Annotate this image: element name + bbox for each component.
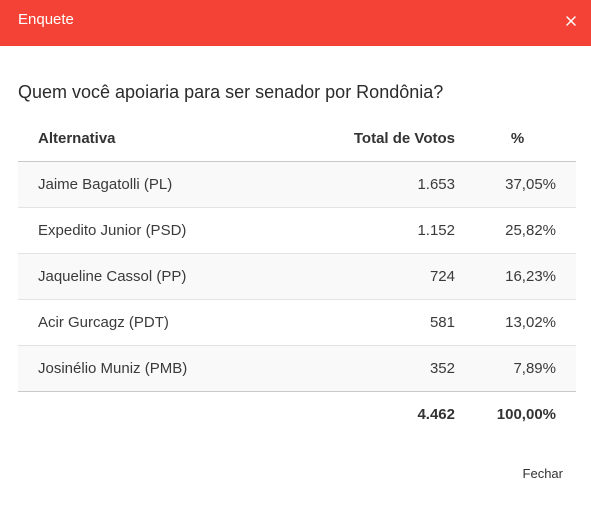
vote-percent: 7,89% [513,360,556,377]
candidate-name: Jaqueline Cassol (PP) [38,268,187,285]
vote-count: 352 [429,360,455,377]
candidate-name: Josinélio Muniz (PMB) [38,360,188,377]
candidate-name: Expedito Junior (PSD) [38,222,187,239]
table-row: Acir Gurcagz (PDT) 581 13,02% [18,300,576,346]
table-header: Alternativa Total de Votos % [18,116,576,162]
table-row: Jaqueline Cassol (PP) 724 16,23% [18,254,576,300]
table-row: Josinélio Muniz (PMB) 352 7,89% [18,346,576,392]
total-percent: 100,00% [496,406,556,423]
vote-percent: 37,05% [505,176,556,193]
table-total-row: 4.462 100,00% [18,392,576,437]
candidate-name: Jaime Bagatolli (PL) [38,176,173,193]
table-row: Jaime Bagatolli (PL) 1.653 37,05% [18,162,576,208]
column-alternative: Alternativa [38,130,116,147]
vote-count: 1.653 [417,176,455,193]
vote-percent: 16,23% [505,268,556,285]
column-percent: % [510,130,525,147]
close-button[interactable]: Fechar [522,466,563,481]
vote-count: 581 [429,314,455,331]
candidate-name: Acir Gurcagz (PDT) [38,314,169,331]
dialog-header: Enquete [0,0,591,46]
column-votes: Total de Votos [353,130,455,147]
poll-question: Quem você apoiaria para ser senador por … [18,82,444,102]
total-votes: 4.462 [417,406,455,423]
vote-percent: 13,02% [505,314,556,331]
vote-count: 1.152 [417,222,455,239]
close-icon[interactable] [563,13,579,29]
vote-percent: 25,82% [505,222,556,239]
results-table: Alternativa Total de Votos % Jaime Bagat… [18,116,576,437]
table-row: Expedito Junior (PSD) 1.152 25,82% [18,208,576,254]
vote-count: 724 [429,268,455,285]
dialog-title: Enquete [18,11,74,28]
